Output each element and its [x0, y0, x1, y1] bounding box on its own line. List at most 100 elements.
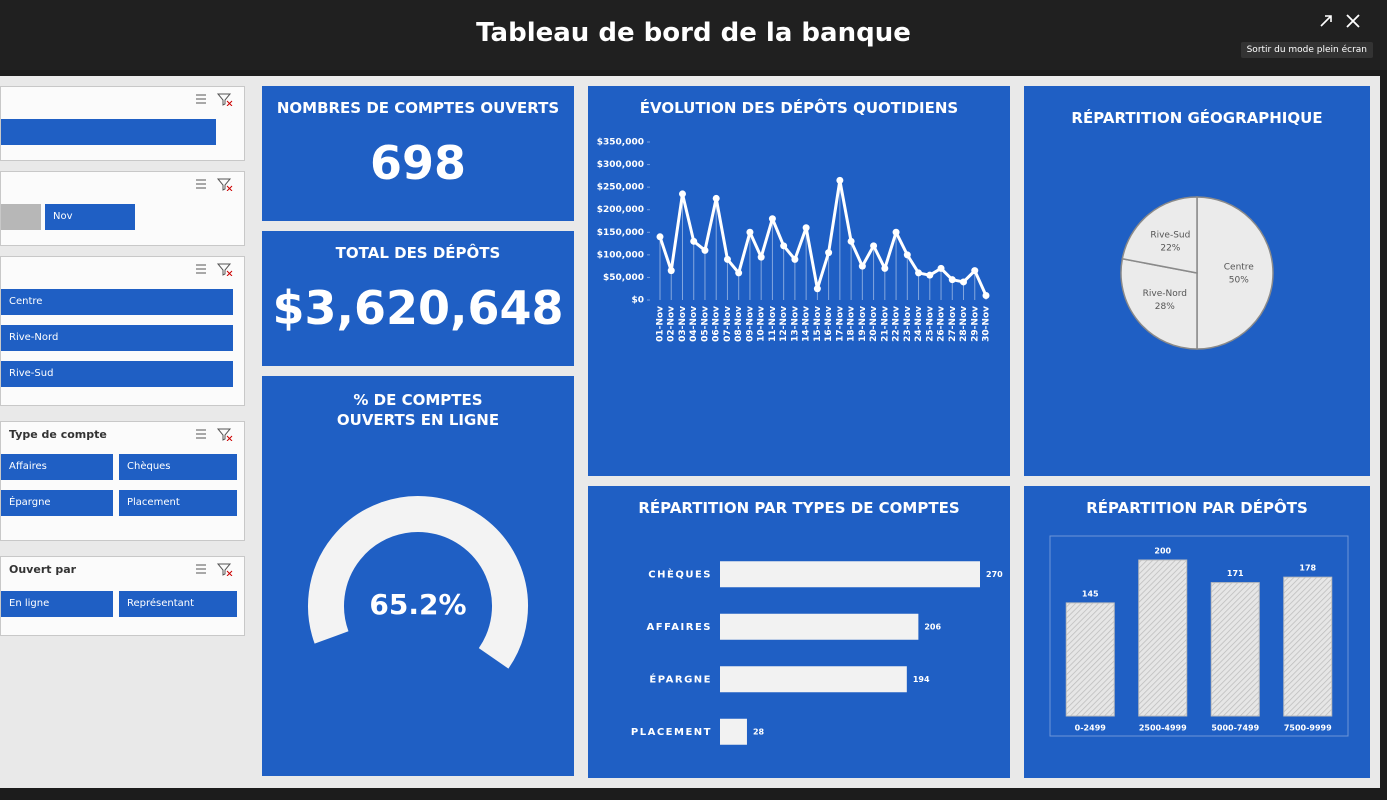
slicer-button[interactable]: [1, 119, 216, 145]
y-tick-label: $350,000: [597, 138, 644, 148]
point: [757, 253, 765, 261]
slicer-header: Ouvert par: [1, 557, 244, 581]
line-series: [658, 178, 988, 297]
gauge-label: 65.2%: [369, 588, 466, 621]
point: [926, 271, 934, 279]
bar: [720, 561, 980, 588]
value-label: 206: [924, 622, 941, 631]
point: [813, 285, 821, 293]
slice-label: Rive-Sud: [1150, 230, 1190, 240]
kpi-title: % DE COMPTES OUVERTS EN LIGNE: [336, 391, 500, 429]
slicer-button[interactable]: Affaires: [1, 454, 113, 480]
category-label: CHÈQUES: [648, 567, 712, 580]
point: [971, 267, 979, 275]
exit-fullscreen[interactable]: Sortir du mode plein écran: [1240, 42, 1373, 58]
slicer-button[interactable]: Placement: [119, 490, 237, 516]
point: [825, 249, 833, 257]
bar: [1283, 576, 1333, 717]
slicer-icons[interactable]: [194, 562, 234, 576]
window-controls[interactable]: [1315, 10, 1365, 32]
kpi-title: NOMBRES DE COMPTES OUVERTS: [276, 99, 560, 117]
bar: [1138, 559, 1188, 717]
x-tick-label: 24-Nov: [914, 306, 924, 342]
x-tick-label: 08-Nov: [734, 306, 744, 342]
x-tick-label: 7500-9999: [1284, 724, 1332, 733]
value-label: 178: [1299, 564, 1316, 573]
slicer-button[interactable]: Rive-Nord: [1, 325, 233, 351]
category-label: AFFAIRES: [647, 622, 712, 633]
x-tick-label: 02-Nov: [667, 306, 677, 342]
y-tick-label: $200,000: [597, 205, 644, 215]
x-tick-label: 09-Nov: [745, 306, 755, 342]
point: [937, 264, 945, 272]
chart-title: RÉPARTITION PAR DÉPÔTS: [1086, 499, 1308, 517]
slicer-icons[interactable]: [194, 177, 234, 191]
chart-title: RÉPARTITION GÉOGRAPHIQUE: [1071, 109, 1323, 127]
slice-value: 50%: [1229, 276, 1249, 286]
value-label: 145: [1082, 589, 1099, 598]
slice-value: 28%: [1155, 302, 1175, 312]
point: [667, 267, 675, 275]
y-tick-label: $250,000: [597, 183, 644, 193]
point: [881, 264, 889, 272]
slicer-button[interactable]: [1, 204, 41, 230]
slicer-button[interactable]: Représentant: [119, 591, 237, 617]
y-tick-label: $300,000: [597, 160, 644, 170]
pie-slice: [1120, 257, 1198, 350]
kpi-value: 698: [369, 136, 467, 190]
x-tick-label: 2500-4999: [1139, 724, 1187, 733]
slicer-button[interactable]: Centre: [1, 289, 233, 315]
bar: [720, 666, 907, 693]
slicer-button[interactable]: Chèques: [119, 454, 237, 480]
category-label: ÉPARGNE: [649, 672, 712, 685]
x-tick-label: 14-Nov: [802, 306, 812, 342]
chart-card: RÉPARTITION PAR DÉPÔTS 145 0-2499 200 2500-…: [1024, 486, 1370, 778]
point: [948, 276, 956, 284]
x-tick-label: 07-Nov: [723, 306, 733, 342]
kpi-card: % DE COMPTES OUVERTS EN LIGNE 65.2%: [262, 376, 574, 776]
point: [870, 242, 878, 250]
y-tick-label: $0: [631, 296, 644, 306]
bar: [720, 613, 919, 640]
x-tick-label: 01-Nov: [656, 306, 666, 342]
column-chart: 145 0-2499 200 2500-4999 171 5000-7499 178 7500…: [1049, 535, 1349, 737]
kpi-card: TOTAL DES DÉPÔTS $3,620,648: [262, 231, 574, 366]
bar: [1065, 602, 1115, 717]
slicer-icons[interactable]: [194, 92, 234, 106]
chart-card: RÉPARTITION PAR TYPES DE COMPTES CHÈQUES…: [588, 486, 1010, 778]
kpi-value: $3,620,648: [272, 281, 564, 335]
x-tick-label: 26-Nov: [937, 306, 947, 342]
slicer: Ouvert par En ligne Représentant: [0, 556, 245, 636]
pie-slice: [1121, 196, 1198, 274]
x-tick-label: 21-Nov: [880, 306, 890, 342]
kpi-card: NOMBRES DE COMPTES OUVERTS 698: [262, 86, 574, 221]
chart-title: ÉVOLUTION DES DÉPÔTS QUOTIDIENS: [639, 99, 959, 117]
slicer-title: Type de compte: [9, 428, 107, 441]
x-tick-label: 03-Nov: [678, 306, 688, 342]
pie-slice: [1196, 196, 1274, 350]
slicer-icons[interactable]: [194, 262, 234, 276]
slicer-button[interactable]: Nov: [45, 204, 135, 230]
slicer-icons[interactable]: [194, 427, 234, 441]
point: [836, 176, 844, 184]
x-tick-label: 5000-7499: [1211, 724, 1259, 733]
x-tick-label: 05-Nov: [700, 306, 710, 342]
slicer-button[interactable]: En ligne: [1, 591, 113, 617]
y-tick-label: $100,000: [597, 250, 644, 260]
slicer-header: [1, 87, 244, 111]
pie-chart: Centre 50% Rive-Nord 28% Rive-Sud 22%: [1120, 196, 1274, 350]
x-tick-label: 04-Nov: [689, 306, 699, 342]
line-chart: $0 $50,000 $100,000 $150,000 $200,000 $250,00…: [597, 138, 992, 342]
slicer: [0, 86, 245, 161]
point: [768, 215, 776, 223]
x-tick-label: 13-Nov: [790, 306, 800, 342]
point: [892, 228, 900, 236]
point: [982, 291, 990, 299]
kpi-title: TOTAL DES DÉPÔTS: [335, 244, 501, 262]
slice-label: Centre: [1224, 263, 1255, 273]
x-tick-label: 17-Nov: [835, 306, 845, 342]
x-tick-label: 18-Nov: [847, 306, 857, 342]
slicer-button[interactable]: Épargne: [1, 490, 113, 516]
slice-value: 22%: [1160, 243, 1180, 253]
slicer-button[interactable]: Rive-Sud: [1, 361, 233, 387]
